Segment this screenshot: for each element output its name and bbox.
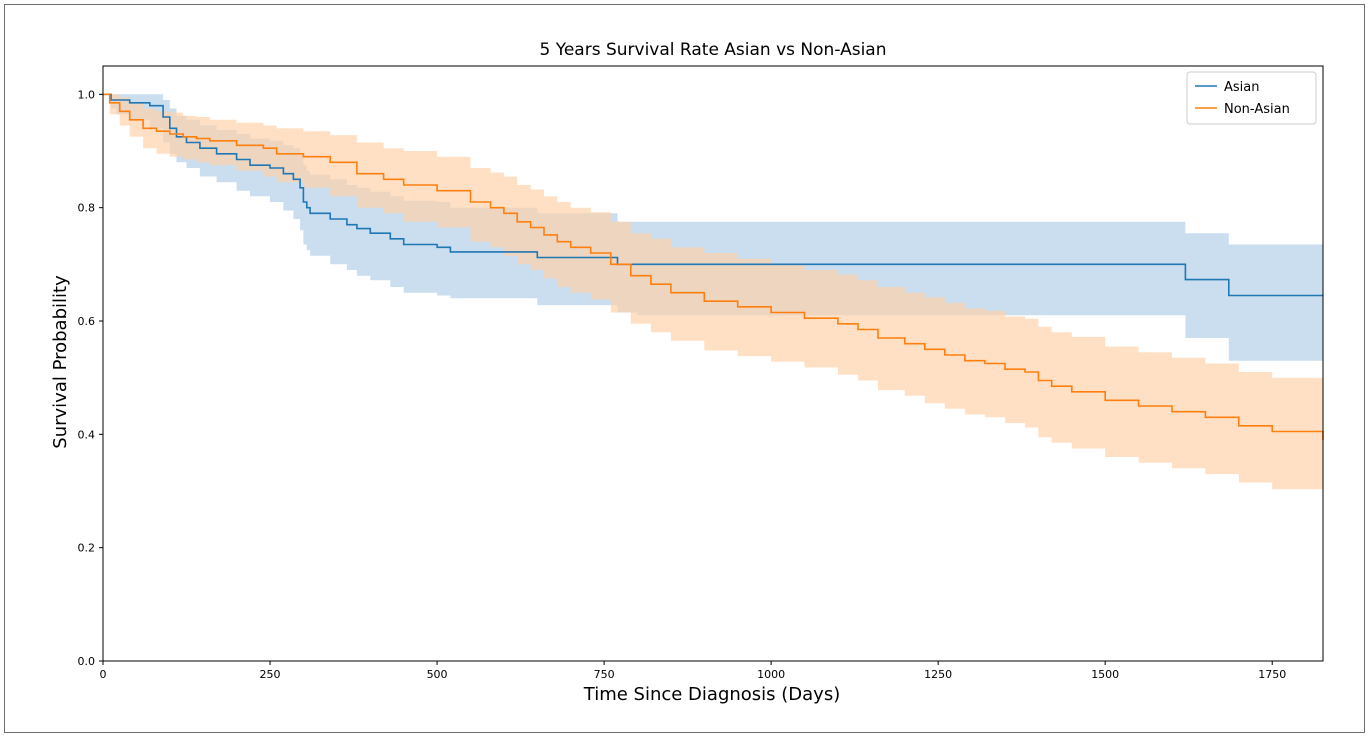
- figure-frame: [4, 4, 1365, 733]
- plot-area: [102, 65, 1324, 662]
- x-axis-title: Time Since Diagnosis (Days): [583, 684, 840, 705]
- y-tick-label: 0.6: [78, 315, 96, 328]
- legend-box: [1186, 71, 1317, 125]
- legend-label-1: Non-Asian: [1224, 102, 1290, 117]
- y-tick-label: 1.0: [78, 88, 96, 101]
- x-tick-label: 500: [427, 668, 448, 681]
- y-tick-label: 0.8: [78, 202, 96, 215]
- x-tick-label: 1500: [1091, 668, 1119, 681]
- series-line-1: [103, 93, 1324, 440]
- x-tick-label: 250: [260, 668, 281, 681]
- x-tick-label: 1750: [1258, 668, 1286, 681]
- series-line-0: [103, 93, 1323, 297]
- x-tick-label: 0: [100, 668, 107, 681]
- y-tick-label: 0.2: [78, 542, 96, 555]
- legend: Asian Non-Asian: [1186, 71, 1317, 125]
- y-tick-label: 0.4: [78, 428, 96, 441]
- x-tick-label: 750: [594, 668, 615, 681]
- y-axis-title: Survival Probability: [50, 275, 71, 449]
- confidence-band-0: [103, 94, 1323, 361]
- x-axis: 0 250 500 750 1000 1250 1500 1750: [100, 661, 1286, 681]
- x-tick-label: 1000: [757, 668, 785, 681]
- legend-label-0: Asian: [1224, 80, 1259, 95]
- confidence-bands: [103, 94, 1323, 500]
- y-tick-label: 0.0: [78, 655, 96, 668]
- confidence-band-1: [103, 94, 1323, 500]
- survival-lines: [103, 93, 1324, 440]
- chart-title: 5 Years Survival Rate Asian vs Non-Asian: [540, 40, 887, 60]
- x-tick-label: 1250: [924, 668, 952, 681]
- y-axis: 0.0 0.2 0.4 0.6 0.8 1.0: [78, 88, 103, 668]
